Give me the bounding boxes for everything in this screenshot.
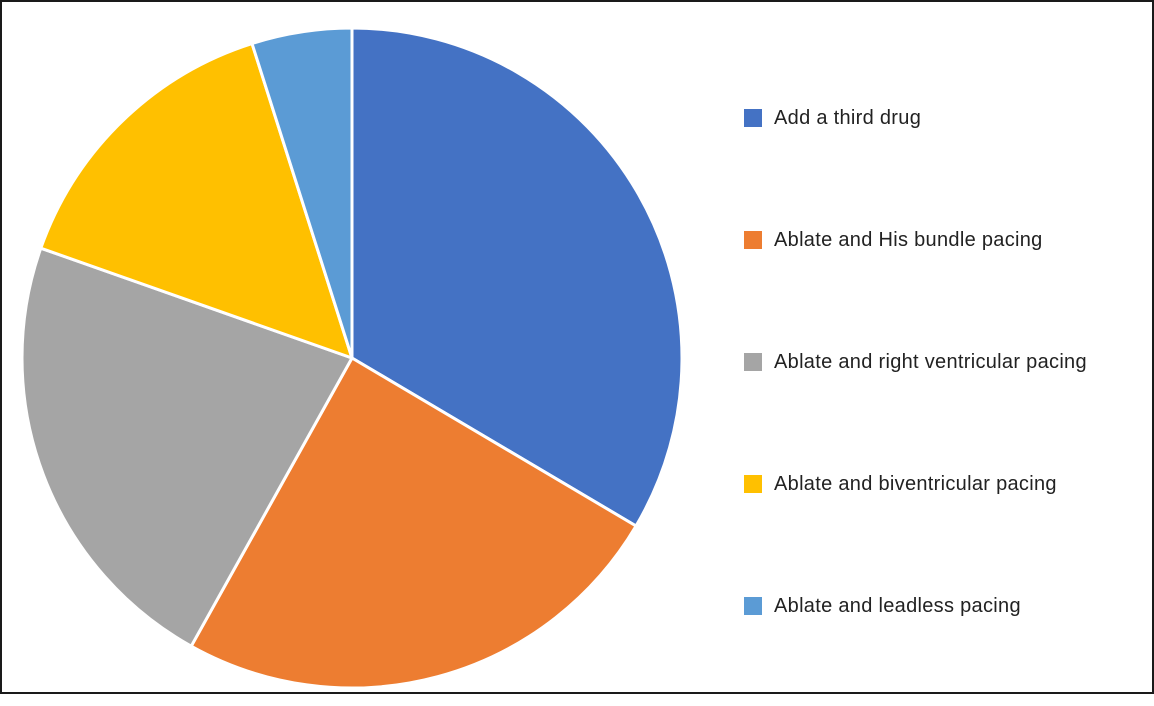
legend-label: Ablate and leadless pacing — [774, 594, 1021, 617]
legend-swatch — [744, 109, 762, 127]
legend-label: Add a third drug — [774, 106, 922, 129]
legend-item-biventricular-pacing: Ablate and biventricular pacing — [744, 462, 1154, 506]
legend-swatch — [744, 475, 762, 493]
legend-label: Ablate and His bundle pacing — [774, 228, 1043, 251]
legend-item-right-ventricular-pacing: Ablate and right ventricular pacing — [744, 340, 1154, 384]
pie-slice-ablate-and-leadless-pacing — [250, 26, 354, 360]
legend-swatch — [744, 353, 762, 371]
legend-label: Ablate and biventricular pacing — [774, 472, 1057, 495]
chart-legend: Add a third drug Ablate and His bundle p… — [744, 96, 1154, 706]
legend-swatch — [744, 597, 762, 615]
legend-item-leadless-pacing: Ablate and leadless pacing — [744, 584, 1154, 628]
pie-slice-ablate-and-biventricular-pacing — [39, 42, 354, 360]
legend-swatch — [744, 231, 762, 249]
legend-item-add-third-drug: Add a third drug — [744, 96, 1154, 140]
legend-label: Ablate and right ventricular pacing — [774, 350, 1087, 373]
pie-slice-ablate-and-right-ventricular-pacing — [20, 246, 354, 648]
legend-item-his-bundle-pacing: Ablate and His bundle pacing — [744, 218, 1154, 262]
pie-slice-ablate-and-his-bundle-pacing — [189, 356, 638, 690]
pie-slice-add-a-third-drug — [350, 26, 684, 528]
